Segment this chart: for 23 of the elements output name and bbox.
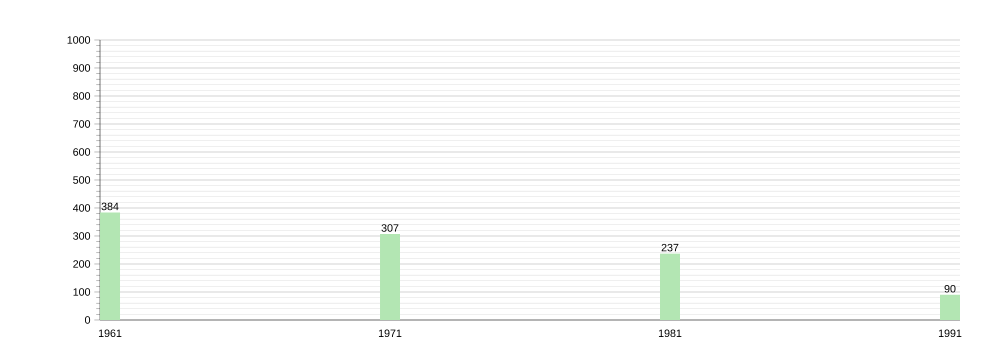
y-tick-label: 900 bbox=[73, 64, 90, 72]
x-tick-label: 1991 bbox=[938, 330, 962, 338]
bar bbox=[100, 212, 120, 320]
y-tick-label: 500 bbox=[73, 176, 90, 184]
x-tick-label: 1971 bbox=[378, 330, 402, 338]
y-tick-label: 600 bbox=[73, 148, 90, 156]
y-tick-label: 100 bbox=[74, 288, 90, 296]
data-label: 237 bbox=[662, 244, 678, 252]
y-tick-label: 0 bbox=[84, 316, 90, 324]
y-tick-label: 700 bbox=[73, 120, 90, 128]
x-tick-label: 1961 bbox=[98, 330, 122, 338]
y-tick-label: 200 bbox=[73, 260, 90, 268]
y-tick-label: 400 bbox=[72, 204, 90, 212]
bar bbox=[660, 254, 680, 320]
data-label: 384 bbox=[102, 202, 119, 210]
y-tick-label: 300 bbox=[73, 232, 90, 240]
bar bbox=[940, 294, 960, 320]
x-tick-label: 1981 bbox=[658, 330, 682, 338]
data-label: 307 bbox=[382, 224, 398, 232]
data-label: 90 bbox=[944, 284, 956, 293]
bar bbox=[380, 234, 400, 320]
y-tick-label: 800 bbox=[73, 92, 90, 100]
y-tick-label: 1000 bbox=[68, 36, 90, 44]
